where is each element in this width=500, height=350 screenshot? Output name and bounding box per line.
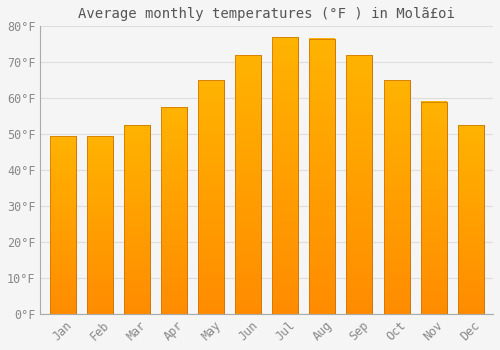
Bar: [161, 107, 187, 314]
Bar: [458, 125, 484, 314]
Bar: [86, 136, 113, 314]
Bar: [420, 102, 446, 314]
Bar: [384, 80, 409, 314]
Title: Average monthly temperatures (°F ) in Molã£oi: Average monthly temperatures (°F ) in Mo…: [78, 7, 455, 21]
Bar: [50, 136, 76, 314]
Bar: [420, 102, 446, 314]
Bar: [86, 136, 113, 314]
Bar: [272, 37, 298, 314]
Bar: [310, 39, 336, 314]
Bar: [310, 39, 336, 314]
Bar: [124, 125, 150, 314]
Bar: [124, 125, 150, 314]
Bar: [346, 55, 372, 314]
Bar: [384, 80, 409, 314]
Bar: [198, 80, 224, 314]
Bar: [235, 55, 261, 314]
Bar: [346, 55, 372, 314]
Bar: [198, 80, 224, 314]
Bar: [235, 55, 261, 314]
Bar: [50, 136, 76, 314]
Bar: [458, 125, 484, 314]
Bar: [161, 107, 187, 314]
Bar: [272, 37, 298, 314]
